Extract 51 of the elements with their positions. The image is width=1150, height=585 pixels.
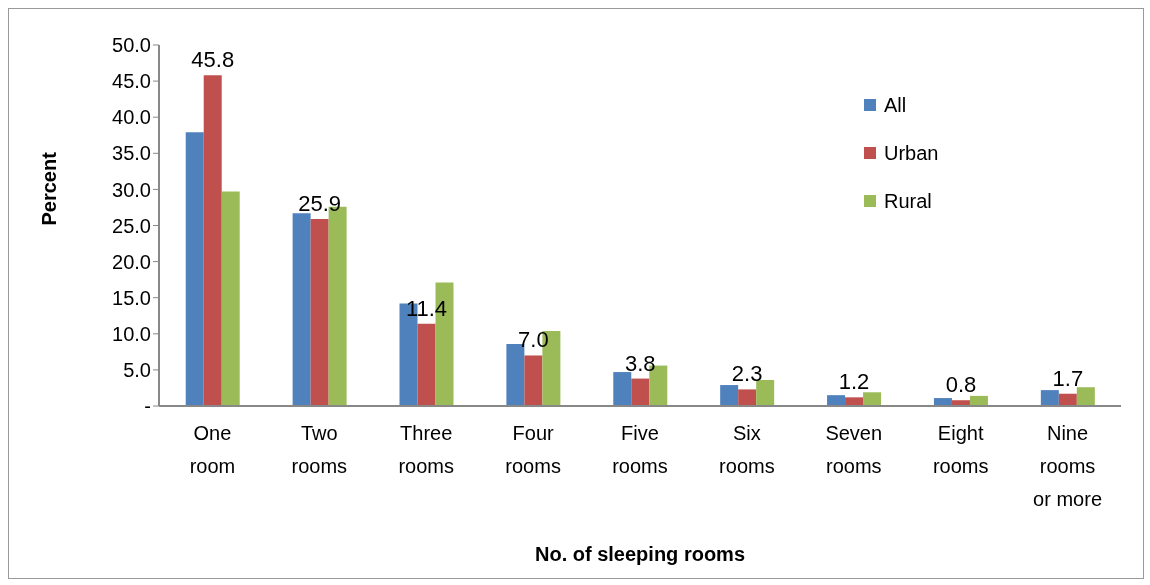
x-axis-title: No. of sleeping rooms — [534, 543, 746, 565]
bar — [613, 372, 632, 406]
data-label: 11.4 — [405, 295, 448, 321]
legend-label: Rural — [884, 189, 932, 213]
legend-label: All — [884, 93, 907, 117]
bar — [417, 323, 436, 406]
bar — [203, 75, 222, 406]
data-label: 45.8 — [191, 47, 235, 73]
x-tick-label: Three rooms — [398, 422, 455, 477]
bar — [720, 385, 739, 406]
data-label: 0.8 — [945, 372, 977, 398]
bar — [524, 355, 543, 406]
data-label: 25.9 — [298, 191, 342, 216]
bar — [1040, 390, 1059, 406]
bar — [845, 397, 864, 406]
bar — [863, 392, 882, 406]
bar — [631, 378, 650, 406]
bar — [221, 191, 240, 406]
y-tick-label: 50.0 — [112, 34, 151, 57]
y-tick-label: 40.0 — [112, 106, 151, 129]
x-tick-label: Seven rooms — [825, 422, 883, 477]
y-tick-label: 20.0 — [112, 250, 151, 273]
y-tick-label: 30.0 — [112, 178, 151, 201]
bar — [1058, 393, 1077, 406]
bar — [827, 395, 846, 406]
bar — [1076, 387, 1095, 406]
y-tick-label: 45.0 — [112, 70, 151, 93]
x-tick-label: Eight rooms — [932, 422, 989, 477]
y-tick-label: 15.0 — [112, 286, 151, 309]
x-tick-label: Six rooms — [719, 422, 775, 477]
bar — [310, 219, 329, 406]
x-tick-label: Nine rooms or more — [1033, 422, 1103, 510]
bar — [292, 213, 311, 406]
data-label: 2.3 — [731, 361, 763, 387]
x-tick-label: Four rooms — [505, 422, 561, 477]
x-tick-label: Five rooms — [612, 422, 668, 477]
y-tick-label: 5.0 — [123, 359, 151, 381]
y-tick-label: 35.0 — [112, 142, 151, 165]
y-tick-label: 10.0 — [112, 322, 151, 345]
bar — [185, 132, 204, 406]
data-label: 3.8 — [624, 350, 656, 376]
bar — [738, 389, 757, 406]
x-tick-label: One room — [189, 422, 236, 477]
data-label: 1.2 — [838, 369, 870, 395]
x-tick-label: Two rooms — [291, 422, 348, 477]
legend-label: Urban — [884, 141, 939, 165]
data-label: 1.7 — [1052, 365, 1084, 391]
bar — [756, 380, 775, 406]
y-axis-title: Percent — [38, 151, 61, 226]
y-tick-label: - — [144, 395, 151, 418]
y-tick-label: 25.0 — [112, 214, 151, 237]
